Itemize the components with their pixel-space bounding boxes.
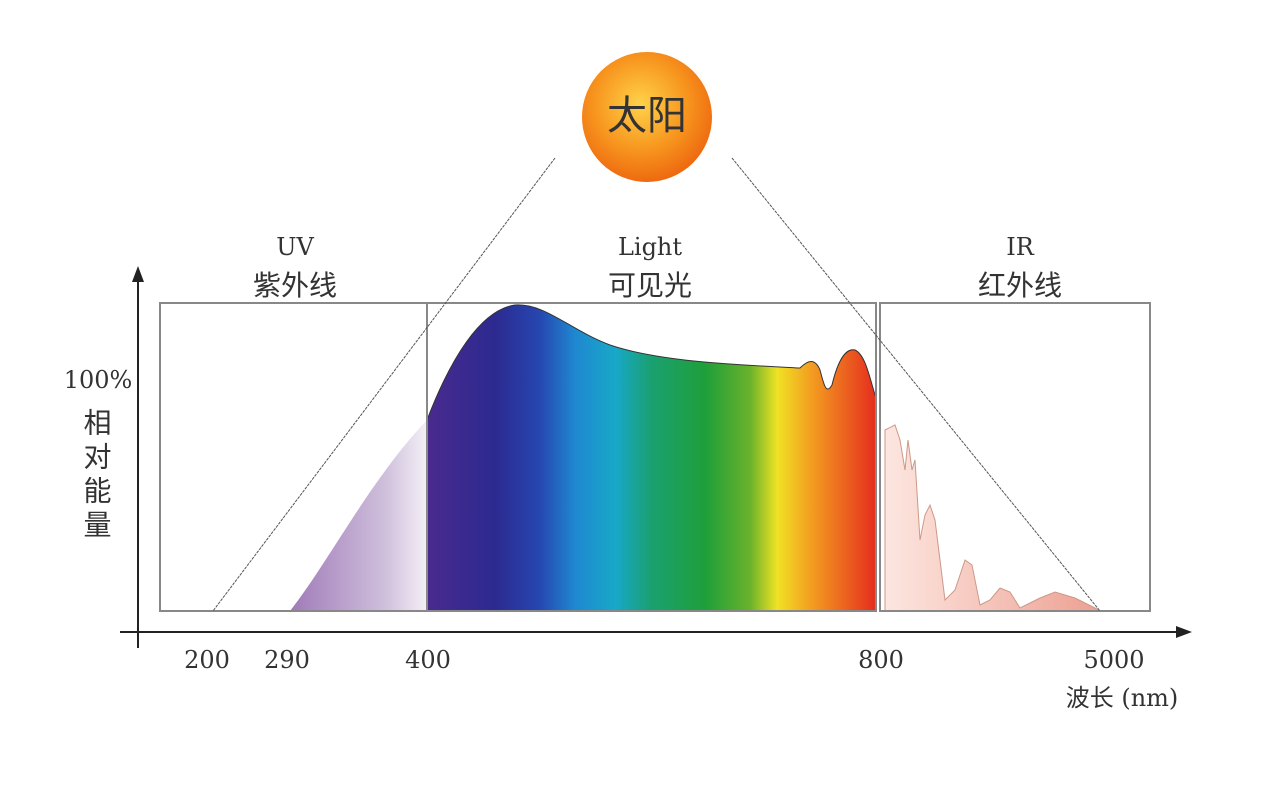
ir-box	[879, 302, 1151, 612]
region-label: 紫外线	[253, 269, 337, 302]
cone-line-left	[212, 157, 556, 612]
x-label: 5000	[1083, 646, 1144, 674]
region-name: Light	[618, 233, 682, 261]
sun-label: 太阳	[607, 93, 687, 139]
region-label: 可见光	[608, 269, 692, 302]
cone-line-right	[731, 157, 1101, 612]
x-axis-arrow	[1176, 626, 1192, 638]
y-axis-arrow	[132, 266, 144, 282]
region-label: 红外线	[978, 269, 1062, 302]
x-label: 800	[858, 646, 904, 674]
sun	[582, 52, 712, 182]
uv-area	[290, 420, 427, 611]
visible-box	[426, 302, 877, 612]
x-label: 200	[184, 646, 230, 674]
region-name: IR	[1006, 233, 1034, 261]
y-axis-label: 相对能量	[80, 408, 113, 544]
x-label: 290	[264, 646, 310, 674]
region-name: UV	[276, 233, 314, 261]
x-label: 400	[405, 646, 451, 674]
y-axis-top-label: 100%	[64, 366, 133, 394]
visible-area	[426, 304, 877, 612]
ir-area	[884, 424, 1102, 612]
x-axis-title: 波长 (nm)	[1066, 684, 1179, 712]
